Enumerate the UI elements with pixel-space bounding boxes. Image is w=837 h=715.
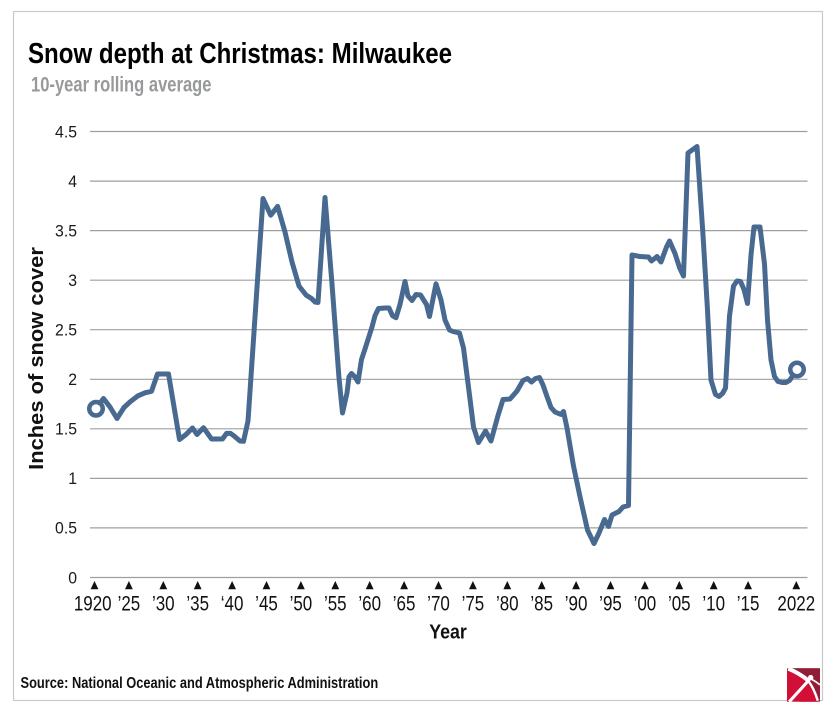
svg-text:’90: ’90 <box>565 592 588 616</box>
svg-text:’75: ’75 <box>462 592 485 616</box>
svg-text:4.5: 4.5 <box>55 123 77 142</box>
svg-text:3: 3 <box>68 272 77 291</box>
svg-text:4: 4 <box>68 172 77 191</box>
svg-text:’55: ’55 <box>324 592 347 616</box>
svg-text:’35: ’35 <box>186 592 209 616</box>
svg-text:’95: ’95 <box>599 592 622 616</box>
svg-text:’70: ’70 <box>427 592 450 616</box>
svg-text:’65: ’65 <box>393 592 416 616</box>
svg-text:’25: ’25 <box>118 592 141 616</box>
svg-text:1: 1 <box>68 470 77 489</box>
svg-text:2: 2 <box>68 371 77 390</box>
svg-text:’00: ’00 <box>634 592 657 616</box>
svg-text:1920: 1920 <box>74 592 112 616</box>
svg-text:’10: ’10 <box>702 592 725 616</box>
svg-text:’85: ’85 <box>530 592 553 616</box>
svg-text:’50: ’50 <box>290 592 313 616</box>
svg-text:’05: ’05 <box>668 592 691 616</box>
svg-text:Year: Year <box>429 622 467 644</box>
svg-text:2022: 2022 <box>777 592 815 616</box>
svg-text:’60: ’60 <box>358 592 381 616</box>
svg-text:Inches of snow cover: Inches of snow cover <box>26 247 48 470</box>
svg-text:Snow depth at Christmas: Milwa: Snow depth at Christmas: Milwaukee <box>28 37 452 69</box>
svg-text:Source: National Oceanic and A: Source: National Oceanic and Atmospheric… <box>21 675 379 692</box>
svg-text:2.5: 2.5 <box>55 321 77 340</box>
svg-text:0: 0 <box>68 569 77 588</box>
svg-text:’15: ’15 <box>737 592 760 616</box>
svg-text:1.5: 1.5 <box>55 420 77 439</box>
svg-text:’80: ’80 <box>496 592 519 616</box>
svg-text:‘40: ‘40 <box>221 592 244 616</box>
svg-text:’30: ’30 <box>152 592 175 616</box>
svg-text:10-year rolling average: 10-year rolling average <box>31 74 212 97</box>
svg-text:3.5: 3.5 <box>55 222 77 241</box>
svg-text:’45: ’45 <box>255 592 278 616</box>
svg-text:0.5: 0.5 <box>55 519 77 538</box>
